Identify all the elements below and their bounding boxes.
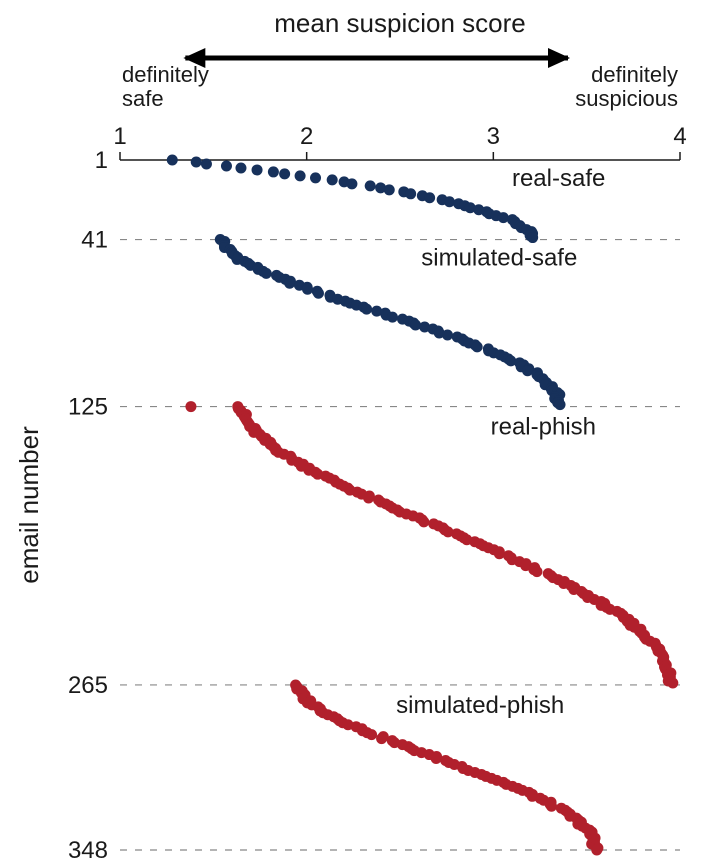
data-point xyxy=(591,845,602,856)
y-axis-title: email number xyxy=(14,426,44,584)
data-point xyxy=(531,566,542,577)
x-tick-label: 4 xyxy=(673,123,686,150)
x-axis-title: mean suspicion score xyxy=(274,8,525,38)
data-point xyxy=(310,172,321,183)
data-point xyxy=(346,178,357,189)
series-label-real-safe: real-safe xyxy=(512,165,605,192)
x-tick-label: 1 xyxy=(113,123,126,150)
series-label-real-phish: real-phish xyxy=(491,413,596,440)
data-point xyxy=(201,158,212,169)
data-point xyxy=(424,192,435,203)
data-point xyxy=(313,288,324,299)
series-label-simulated-safe: simulated-safe xyxy=(421,244,577,271)
data-point xyxy=(365,180,376,191)
data-point xyxy=(494,548,505,559)
data-point xyxy=(527,232,538,243)
data-point xyxy=(361,304,372,315)
data-point xyxy=(327,174,338,185)
data-point xyxy=(261,268,272,279)
data-point xyxy=(279,168,290,179)
data-point xyxy=(410,320,421,331)
data-point xyxy=(302,284,313,295)
y-tick-label: 41 xyxy=(81,227,108,254)
data-point xyxy=(472,341,483,352)
data-point xyxy=(191,156,202,167)
data-point xyxy=(555,399,566,410)
x-tick-label: 3 xyxy=(487,123,500,150)
chart-svg: 1234141125265348mean suspicion scoredefi… xyxy=(0,0,714,868)
y-tick-label: 265 xyxy=(68,672,108,699)
data-point xyxy=(444,196,455,207)
data-point xyxy=(366,729,377,740)
y-tick-label: 1 xyxy=(95,147,108,174)
data-point xyxy=(431,753,442,764)
data-point xyxy=(167,155,178,166)
data-point xyxy=(235,162,246,173)
data-point xyxy=(252,164,263,175)
series-label-simulated-phish: simulated-phish xyxy=(396,692,564,719)
y-tick-label: 348 xyxy=(68,837,108,864)
data-point xyxy=(442,329,453,340)
left-scale-label-1: definitely xyxy=(122,62,209,87)
data-point xyxy=(284,278,295,289)
right-scale-label-2: suspicious xyxy=(575,86,678,111)
data-point xyxy=(268,166,279,177)
range-arrow-right xyxy=(548,48,570,68)
data-point xyxy=(221,160,232,171)
data-point-outlier xyxy=(185,401,196,412)
right-scale-label-1: definitely xyxy=(591,62,678,87)
suspicion-chart: 1234141125265348mean suspicion scoredefi… xyxy=(0,0,714,868)
data-point xyxy=(546,801,557,812)
x-tick-label: 2 xyxy=(300,123,313,150)
data-point xyxy=(387,312,398,323)
data-point xyxy=(405,188,416,199)
data-point xyxy=(384,184,395,195)
data-point xyxy=(363,493,374,504)
data-point xyxy=(376,733,387,744)
data-point xyxy=(498,212,509,223)
data-point xyxy=(667,677,678,688)
y-tick-label: 125 xyxy=(68,394,108,421)
data-point xyxy=(522,365,533,376)
data-point xyxy=(418,516,429,527)
left-scale-label-2: safe xyxy=(122,86,164,111)
data-point xyxy=(295,170,306,181)
